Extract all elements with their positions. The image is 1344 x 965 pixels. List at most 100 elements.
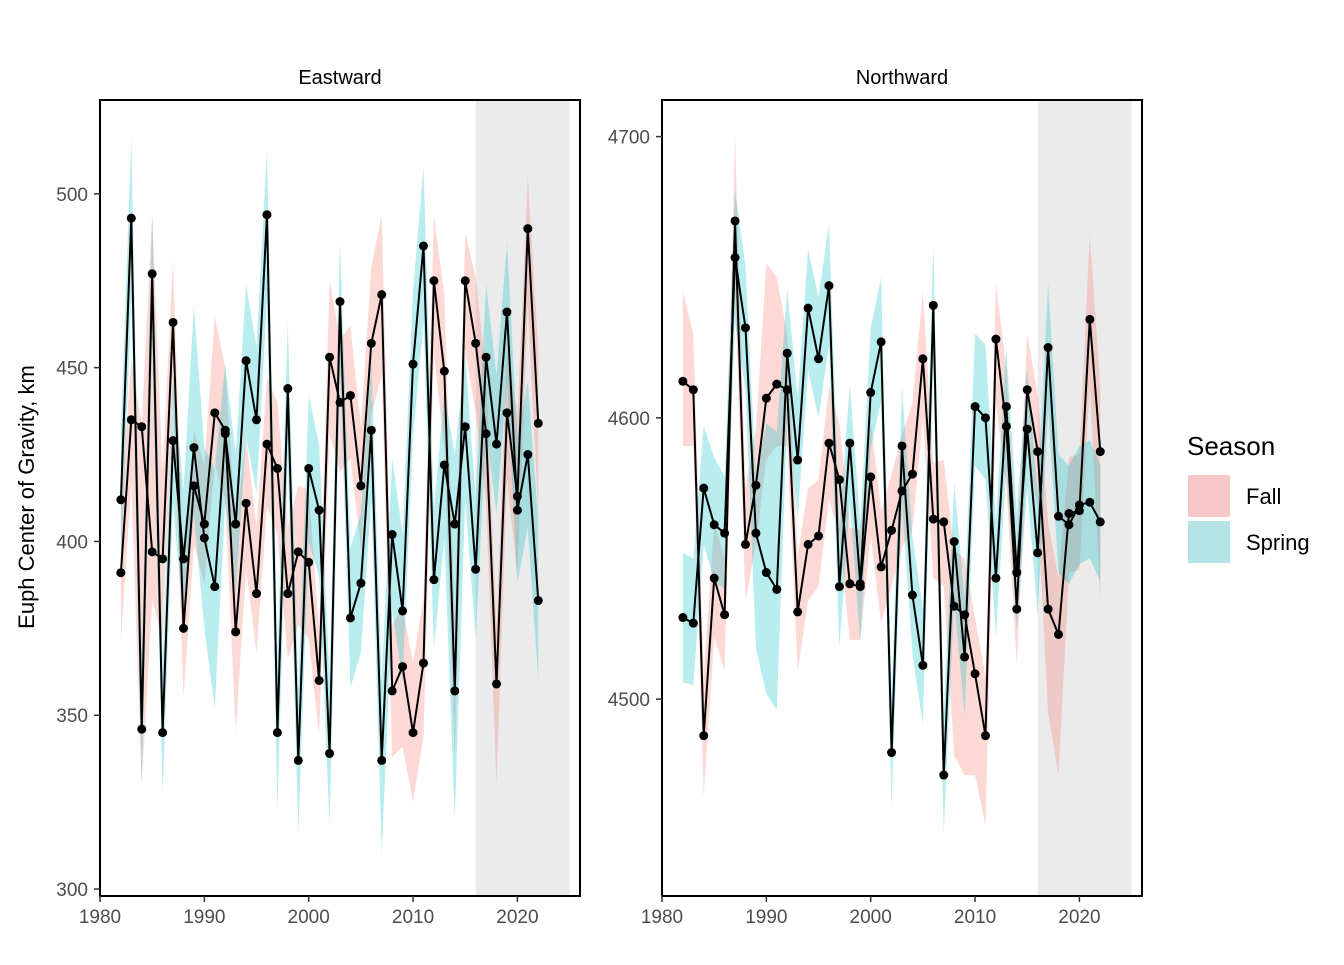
data-point-fall	[730, 216, 740, 226]
y-tick-label: 400	[56, 532, 88, 553]
data-point-fall	[887, 525, 897, 535]
data-point-spring	[168, 436, 178, 446]
y-tick-label: 350	[56, 706, 88, 727]
data-point-spring	[502, 307, 512, 317]
data-point-fall	[533, 418, 543, 428]
data-point-spring	[460, 422, 470, 432]
data-point-fall	[189, 481, 199, 491]
data-point-fall	[178, 623, 188, 633]
data-point-fall	[492, 679, 502, 689]
legend-key-spring	[1188, 521, 1230, 563]
data-point-fall	[252, 589, 262, 599]
data-point-spring	[1064, 520, 1074, 530]
data-point-spring	[1074, 500, 1084, 510]
data-point-fall	[824, 438, 834, 448]
data-point-fall	[688, 385, 698, 395]
data-point-spring	[709, 520, 719, 530]
data-point-fall	[460, 276, 470, 286]
data-point-fall	[1064, 508, 1074, 518]
data-point-fall	[387, 686, 397, 696]
data-point-fall	[126, 415, 136, 425]
data-point-spring	[803, 303, 813, 313]
data-point-spring	[512, 505, 522, 515]
data-point-fall	[1043, 604, 1053, 614]
data-point-spring	[137, 724, 147, 734]
data-point-spring	[845, 438, 855, 448]
y-tick-label: 450	[56, 359, 88, 380]
data-point-spring	[751, 528, 761, 538]
data-point-fall	[866, 472, 876, 482]
data-point-spring	[720, 528, 730, 538]
data-point-spring	[356, 578, 366, 588]
data-point-fall	[814, 531, 824, 541]
ribbon-fall	[682, 136, 1101, 826]
legend-title: Season	[1187, 431, 1275, 461]
data-point-spring	[876, 337, 886, 347]
data-point-fall	[907, 469, 917, 479]
data-point-fall	[939, 517, 949, 527]
data-point-spring	[325, 748, 335, 758]
data-point-fall	[314, 675, 324, 685]
data-point-spring	[761, 568, 771, 578]
data-point-spring	[366, 425, 376, 435]
data-point-fall	[408, 728, 418, 738]
data-point-spring	[241, 356, 251, 366]
data-point-spring	[824, 281, 834, 291]
data-point-fall	[325, 352, 335, 362]
data-point-fall	[918, 354, 928, 364]
data-point-spring	[928, 300, 938, 310]
data-point-spring	[210, 582, 220, 592]
ribbon-fall	[120, 176, 539, 803]
x-tick-label: 2000	[288, 907, 330, 928]
data-point-spring	[272, 728, 282, 738]
data-point-spring	[782, 348, 792, 358]
y-tick-label: 500	[56, 185, 88, 206]
legend-label-fall: Fall	[1246, 484, 1281, 509]
data-point-fall	[345, 390, 355, 400]
x-tick-label: 2010	[392, 907, 434, 928]
data-point-spring	[980, 413, 990, 423]
y-tick-label: 4700	[608, 128, 650, 149]
data-point-fall	[262, 439, 272, 449]
data-point-spring	[304, 463, 314, 473]
data-point-fall	[199, 519, 209, 529]
data-point-spring	[126, 213, 136, 223]
panel-eastward: Eastward 300 350 400 450 500 1980 1990 2000 2010 2…	[56, 67, 581, 928]
panel-northward: Northward 4500 4600 4700 1980 1990 2000 2010 202…	[608, 67, 1143, 928]
data-point-spring	[1012, 568, 1022, 578]
data-point-spring	[158, 728, 168, 738]
data-point-fall	[304, 557, 314, 567]
data-point-spring	[262, 210, 272, 220]
data-point-fall	[772, 379, 782, 389]
highlight-band	[475, 101, 570, 896]
data-point-fall	[158, 554, 168, 564]
data-point-spring	[492, 439, 502, 449]
data-point-spring	[429, 575, 439, 585]
data-point-fall	[761, 393, 771, 403]
data-point-fall	[429, 276, 439, 286]
data-point-fall	[377, 290, 387, 300]
data-point-fall	[502, 408, 512, 418]
data-point-fall	[231, 627, 241, 637]
data-point-spring	[252, 415, 262, 425]
data-point-spring	[970, 402, 980, 412]
data-point-fall	[439, 366, 449, 376]
data-point-spring	[314, 505, 324, 515]
data-point-fall	[740, 539, 750, 549]
data-point-spring	[834, 582, 844, 592]
x-tick-label: 2020	[1058, 907, 1100, 928]
data-point-spring	[897, 441, 907, 451]
data-point-fall	[116, 568, 126, 578]
data-point-spring	[178, 554, 188, 564]
data-point-spring	[377, 755, 387, 765]
x-tick-label: 1990	[183, 907, 225, 928]
data-point-spring	[199, 533, 209, 543]
data-point-spring	[1095, 517, 1105, 527]
y-axis-label: Euph Center of Gravity, km	[14, 365, 39, 629]
panel-border	[99, 99, 581, 897]
data-point-spring	[772, 584, 782, 594]
data-point-spring	[220, 429, 230, 439]
y-tick-label: 4600	[608, 409, 650, 430]
data-point-spring	[1043, 343, 1053, 353]
